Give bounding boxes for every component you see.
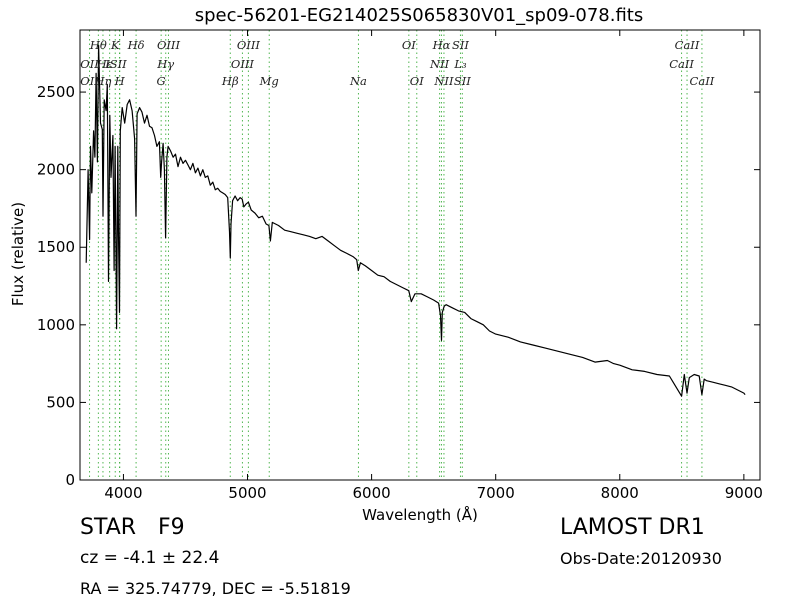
spectral-line-label: CaII: [690, 74, 715, 88]
spectral-line-label: Hγ: [156, 57, 174, 71]
y-tick-label: 500: [46, 393, 75, 411]
spectral-line-label: OIII: [157, 38, 181, 52]
spectral-line-label: Hβ: [221, 74, 239, 88]
spectral-line-label: L₃: [453, 57, 467, 71]
spectral-line-label: CaII: [675, 38, 700, 52]
spectral-line-label: NII: [429, 57, 450, 71]
spectrum-line: [85, 44, 746, 397]
coordinates-text: RA = 325.74779, DEC = -5.51819: [80, 579, 351, 598]
spectral-line-label: OI: [402, 38, 416, 52]
spectral-line-label: ISII: [104, 57, 127, 71]
spectral-line-label: OI: [410, 74, 424, 88]
redshift-text: cz = -4.1 ± 22.4: [80, 548, 220, 568]
y-tick-label: 1500: [37, 238, 75, 256]
spectral-line-label: Hθ: [89, 38, 107, 52]
object-class: STAR: [80, 515, 137, 540]
x-tick-label: 7000: [477, 484, 515, 502]
x-tick-label: 8000: [601, 484, 639, 502]
x-tick-label: 4000: [104, 484, 142, 502]
x-axis-label: Wavelength (Å): [362, 506, 478, 524]
spectral-line-label: Hα: [432, 38, 451, 52]
spectral-line-markers: [89, 30, 703, 480]
spectral-line-label: Na: [349, 74, 367, 88]
survey-name: LAMOST DR1: [560, 515, 705, 540]
y-tick-label: 2000: [37, 161, 75, 179]
x-tick-label: 6000: [353, 484, 391, 502]
spectral-line-label: OIII: [231, 57, 255, 71]
spectral-line-label: H: [114, 74, 126, 88]
observation-date: Obs-Date:20120930: [560, 549, 722, 568]
spectral-line-label: OIII: [237, 38, 261, 52]
spectral-line-label: Hδ: [127, 38, 145, 52]
spectral-line-label: Hε: [96, 57, 113, 71]
spectral-line-label: K: [110, 38, 121, 52]
spectral-line-label: OII: [80, 57, 99, 71]
spectral-line-label: OII: [80, 74, 99, 88]
spectral-line-label: Mg: [259, 74, 279, 88]
y-tick-label: 2500: [37, 83, 75, 101]
x-tick-label: 5000: [228, 484, 266, 502]
spectral-line-label: SII: [452, 38, 469, 52]
spectral-line-label: SII: [454, 74, 471, 88]
plot-frame: [79, 29, 761, 481]
chart-title: spec-56201-EG214025S065830V01_sp09-078.f…: [194, 5, 644, 26]
spectral-line-label: CaII: [669, 57, 694, 71]
y-tick-label: 0: [65, 471, 75, 489]
y-axis-label: Flux (relative): [9, 201, 27, 307]
spectral-line-label: NII: [433, 74, 454, 88]
y-tick-label: 1000: [37, 316, 75, 334]
spectral-line-label: G: [157, 74, 166, 88]
x-tick-label: 9000: [725, 484, 763, 502]
object-subclass: F9: [158, 515, 185, 540]
spectral-line-label: Hη: [93, 74, 111, 88]
